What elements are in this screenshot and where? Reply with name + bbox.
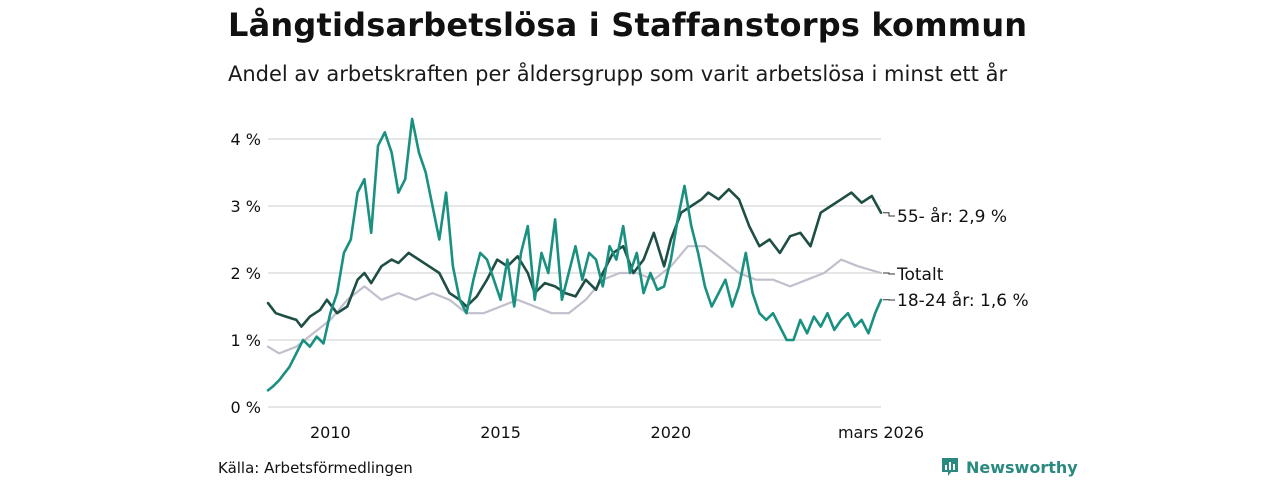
brand-name: Newsworthy (966, 457, 1078, 477)
x-tick-label: mars 2026 (838, 423, 924, 442)
gridlines (268, 138, 881, 408)
y-tick-label: 2 % (231, 264, 261, 283)
source-note: Källa: Arbetsförmedlingen (218, 459, 413, 477)
label-leader-total (883, 272, 895, 275)
y-tick-label: 1 % (231, 331, 261, 350)
label-leader-old (883, 212, 895, 217)
chart-title: Långtidsarbetslösa i Staffanstorps kommu… (228, 6, 1028, 44)
chart-subtitle: Andel av arbetskraften per åldersgrupp s… (228, 62, 1008, 86)
newsworthy-icon (942, 458, 958, 476)
series-label-young: 18-24 år: 1,6 % (897, 290, 1029, 311)
x-tick-label: 2020 (651, 423, 692, 442)
x-axis: 2010 2015 2020 mars 2026 (310, 423, 924, 442)
series-line-young (266, 117, 883, 392)
series-line-total (266, 245, 883, 355)
y-tick-label: 4 % (231, 130, 261, 149)
series-label-old: 55- år: 2,9 % (897, 206, 1007, 227)
series-lines (266, 117, 883, 392)
y-tick-label: 0 % (231, 398, 261, 417)
series-line-old (266, 188, 883, 328)
y-axis: 0 % 1 % 2 % 3 % 4 % (231, 130, 261, 417)
series-labels: Totalt 55- år: 2,9 % 18-24 år: 1,6 % (883, 206, 1029, 311)
series-label-total: Totalt (896, 265, 944, 285)
x-tick-label: 2010 (310, 423, 351, 442)
newsworthy-logo[interactable]: Newsworthy (940, 456, 1078, 478)
x-tick-label: 2015 (480, 423, 521, 442)
y-tick-label: 3 % (231, 197, 261, 216)
